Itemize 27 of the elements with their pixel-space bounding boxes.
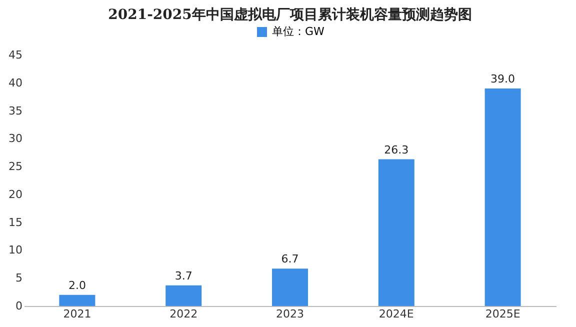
y-tick-label: 35: [8, 104, 22, 118]
y-tick-label: 5: [16, 272, 22, 285]
y-tick-label: 0: [16, 300, 22, 312]
x-tick-label: 2023: [276, 308, 304, 320]
legend-label: 单位：GW: [272, 25, 325, 38]
y-tick-label: 45: [8, 48, 22, 62]
bar: [59, 294, 96, 306]
y-tick-label: 40: [8, 76, 22, 90]
chart-title: 2021-2025年中国虚拟电厂项目累计装机容量预测趋势图: [108, 6, 472, 23]
text: 3.7: [174, 269, 192, 282]
bar: [166, 285, 202, 306]
x-tick-label: 2024E: [378, 308, 414, 320]
y-tick-label: 20: [8, 188, 22, 201]
x-tick-label: 2021: [63, 308, 92, 320]
x-tick-label: 2025E: [485, 308, 520, 320]
bar: [272, 268, 308, 306]
y-tick-label: 10: [8, 244, 22, 257]
text: 26.3: [384, 143, 409, 156]
y-tick-label: 25: [8, 160, 22, 174]
x-tick-label: 2022: [170, 308, 198, 320]
bar: [484, 88, 521, 306]
bar: [378, 159, 414, 306]
text: 39.0: [490, 72, 516, 86]
y-tick-label: 15: [8, 216, 22, 229]
y-tick-label: 30: [8, 132, 22, 146]
text: 6.7: [281, 252, 299, 266]
text: 2.0: [68, 278, 86, 292]
